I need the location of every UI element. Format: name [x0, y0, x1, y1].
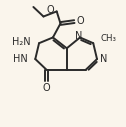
Text: O: O — [43, 83, 50, 93]
Text: HN: HN — [13, 54, 28, 64]
Text: O: O — [77, 16, 84, 26]
Text: N: N — [75, 31, 83, 41]
Text: O: O — [47, 5, 54, 15]
Text: N: N — [100, 54, 107, 64]
Text: CH₃: CH₃ — [100, 34, 116, 43]
Text: H₂N: H₂N — [12, 37, 31, 47]
